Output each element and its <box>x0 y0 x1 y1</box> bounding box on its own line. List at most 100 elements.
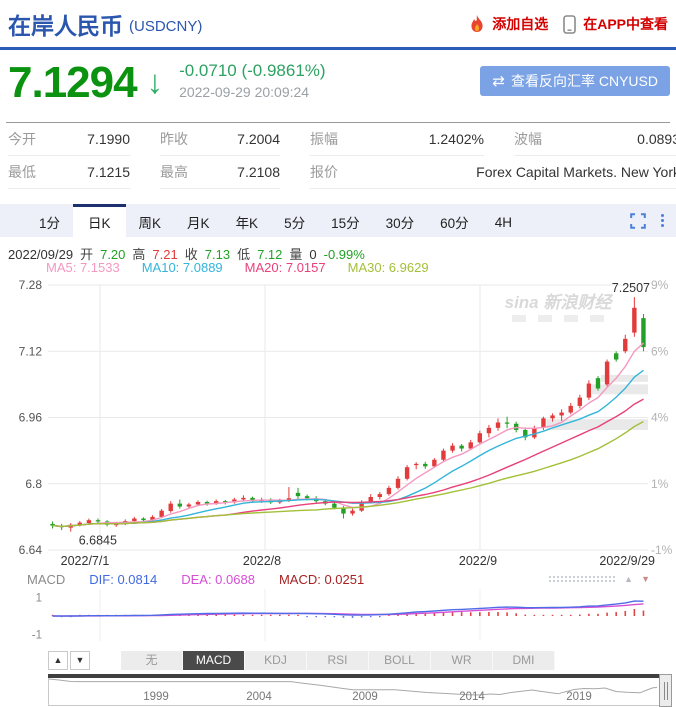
candle-body <box>250 497 255 502</box>
indicator-tab-无[interactable]: 无 <box>121 650 183 670</box>
period-tab-9[interactable]: 4H <box>494 214 512 230</box>
ohlc-info-line: 2022/09/29 开 7.20 高 7.21 收 7.13 低 7.12 量 0 -0.99% <box>8 244 676 262</box>
candle-body <box>332 503 337 508</box>
candle-body <box>132 518 137 522</box>
candle-body <box>623 338 628 352</box>
period-tab-8[interactable]: 60分 <box>440 216 469 231</box>
period-tab-6[interactable]: 15分 <box>331 216 360 231</box>
stat-value: 7.1215 <box>87 164 130 180</box>
candle-body <box>204 501 210 504</box>
macd-bar <box>397 614 399 616</box>
collapse-down-arrow[interactable]: ▼ <box>641 574 650 584</box>
macd-bar <box>242 614 245 616</box>
indicator-up-button[interactable]: ▲ <box>48 650 68 670</box>
ohlc-label: 高 <box>132 247 146 262</box>
period-tab-4[interactable]: 年K <box>235 216 259 231</box>
candle-body <box>359 501 364 511</box>
candle-body <box>641 318 646 348</box>
macd-bar <box>233 614 236 616</box>
period-tab-7[interactable]: 30分 <box>385 216 415 231</box>
period-tab-3[interactable]: 月K <box>187 216 210 231</box>
macd-bar <box>433 612 436 616</box>
axis-label: 7.2507 <box>612 281 650 295</box>
axis-label: 2022/9 <box>459 554 497 568</box>
candle-body <box>413 463 419 466</box>
period-tab-bar: 1分 日K 周K 月K 年K 5分 15分 30分 60分 4H <box>0 204 676 237</box>
stat-label: 昨收 <box>160 131 188 147</box>
axis-label: 9% <box>651 278 669 292</box>
macd-bar <box>260 614 263 616</box>
candle-body <box>295 492 301 497</box>
current-price: 7.1294 <box>8 58 138 107</box>
period-tab-2[interactable]: 周K <box>138 216 162 231</box>
indicator-tabs: 无 MACD KDJ RSI BOLL WR DMI <box>121 650 555 670</box>
macd-bar <box>297 614 299 616</box>
macd-bar <box>579 614 581 616</box>
macd-bar <box>606 612 608 616</box>
indicator-tab-dmi[interactable]: DMI <box>493 650 555 670</box>
macd-header: MACD DIF: 0.0814 DEA: 0.0688 MACD: 0.025… <box>0 571 676 587</box>
indicator-down-button[interactable]: ▼ <box>70 650 90 670</box>
macd-bar <box>497 612 499 616</box>
candle-body <box>368 497 373 502</box>
inverse-rate-button[interactable]: ⇄ 查看反向汇率 CNYUSD <box>480 66 670 96</box>
ma30-line <box>52 420 644 528</box>
ohlc-label: 量 <box>289 247 303 262</box>
macd-bar <box>342 616 345 618</box>
candle-body <box>177 503 183 507</box>
candlestick-chart[interactable]: 7.28 9% 7.12 6% 6.96 4% 6.8 1% 6.64 -1% sina 新浪财经7… <box>0 275 676 571</box>
axis-label: 1% <box>651 477 669 491</box>
ohlc-change: -0.99% <box>323 247 365 262</box>
flame-icon <box>469 15 485 33</box>
stat-label: 今开 <box>8 131 36 147</box>
axis-label: 1 <box>36 593 42 605</box>
indicator-tab-kdj[interactable]: KDJ <box>245 650 307 670</box>
indicator-tab-macd[interactable]: MACD <box>183 650 245 670</box>
navigator-chart: 1999 2004 2009 2014 2019 <box>49 678 658 703</box>
macd-bar <box>406 613 408 616</box>
watermark-sub <box>512 315 526 322</box>
stat-最低: 最低 7.1215 <box>8 156 130 189</box>
candle-body <box>95 520 101 522</box>
macd-panel[interactable]: 1 -1 <box>0 587 676 645</box>
stat-label: 振幅 <box>310 131 338 147</box>
history-navigator[interactable]: 1999 2004 2009 2014 2019 <box>48 674 672 707</box>
add-watchlist-button[interactable]: 添加自选 <box>492 16 549 32</box>
candle-body <box>50 523 55 526</box>
indicator-tab-wr[interactable]: WR <box>431 650 493 670</box>
candle-body <box>141 518 146 521</box>
dif-value: DIF: 0.0814 <box>89 571 158 587</box>
axis-label: 6.64 <box>19 543 43 557</box>
ma-value: MA10: 7.0889 <box>141 260 223 275</box>
period-tab-0[interactable]: 1分 <box>39 216 61 231</box>
candle-body <box>523 429 528 438</box>
period-tab-1[interactable]: 日K <box>73 204 126 237</box>
axis-label: 2019 <box>566 691 592 703</box>
candle-body <box>159 510 164 517</box>
chart-menu-icon[interactable] <box>661 214 664 227</box>
ma-value: MA30: 6.9629 <box>347 260 429 275</box>
indicator-tab-rsi[interactable]: RSI <box>307 650 369 670</box>
macd-bar <box>588 613 590 616</box>
candle-body <box>550 415 555 419</box>
macd-bar <box>560 614 563 616</box>
navigator-handle-icon[interactable] <box>659 674 672 707</box>
ohlc-label: 开 <box>80 247 94 262</box>
candle-body <box>86 520 92 524</box>
view-in-app-button[interactable]: 在APP中查看 <box>583 16 668 32</box>
candle-body <box>468 442 473 449</box>
period-tab-5[interactable]: 5分 <box>284 216 306 231</box>
collapse-up-arrow[interactable]: ▲ <box>624 574 634 584</box>
indicator-tab-boll[interactable]: BOLL <box>369 650 431 670</box>
header-actions: 添加自选 在APP中查看 <box>469 14 668 34</box>
candle-body <box>341 507 346 514</box>
candle-body <box>168 503 173 512</box>
stat-value: Forex Capital Markets. New York <box>476 164 676 180</box>
gap-band <box>546 419 648 430</box>
drag-handle-dots[interactable] <box>548 574 617 584</box>
navigator-range-bar[interactable] <box>48 674 660 678</box>
page-header: 在岸人民币 (USDCNY) 添加自选 在APP中查看 <box>0 0 676 50</box>
candle-body <box>613 353 619 360</box>
stat-今开: 今开 7.1990 <box>8 123 130 156</box>
fullscreen-icon[interactable] <box>630 212 646 229</box>
